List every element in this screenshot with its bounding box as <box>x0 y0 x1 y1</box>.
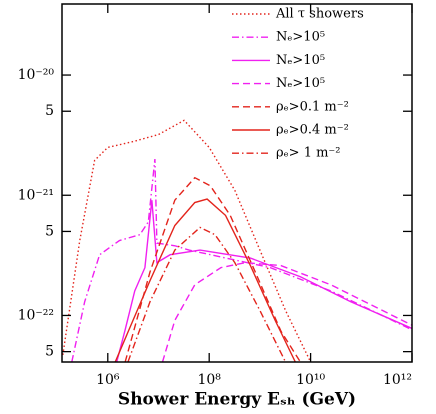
series-line <box>127 226 287 362</box>
frame <box>61 3 413 363</box>
x-tick-label: 10⁸ <box>197 372 221 388</box>
legend-label: Nₑ>10⁵ <box>276 53 325 68</box>
legend-label: ρₑ> 1 m⁻² <box>276 146 341 161</box>
y-tick-label: 5 <box>45 223 54 239</box>
series-line <box>62 119 312 362</box>
series-line <box>124 176 302 362</box>
series-line <box>71 158 412 362</box>
y-tick-label: 10⁻²² <box>18 307 54 323</box>
y-tick-label: 5 <box>45 344 54 360</box>
y-tick-label: 10⁻²⁰ <box>18 67 55 83</box>
y-tick-label: 5 <box>45 103 54 119</box>
legend-label: All τ showers <box>275 7 364 22</box>
x-tick-label: 10⁶ <box>96 372 120 388</box>
series-line <box>161 261 412 362</box>
x-tick-label: 10¹² <box>383 372 412 388</box>
y-tick-label: 10⁻²¹ <box>18 187 54 203</box>
legend-label: Nₑ>10⁵ <box>276 30 325 45</box>
legend-label: Nₑ>10⁵ <box>276 76 325 91</box>
series-line <box>116 200 412 362</box>
plot-area <box>62 119 412 362</box>
legend-label: ρₑ>0.4 m⁻² <box>276 123 349 138</box>
legend-label: ρₑ>0.1 m⁻² <box>276 99 349 114</box>
x-axis-label: Shower Energy Eₛₕ (GeV) <box>118 390 356 410</box>
x-tick-label: 10¹⁰ <box>296 372 325 388</box>
series-line <box>114 198 296 362</box>
